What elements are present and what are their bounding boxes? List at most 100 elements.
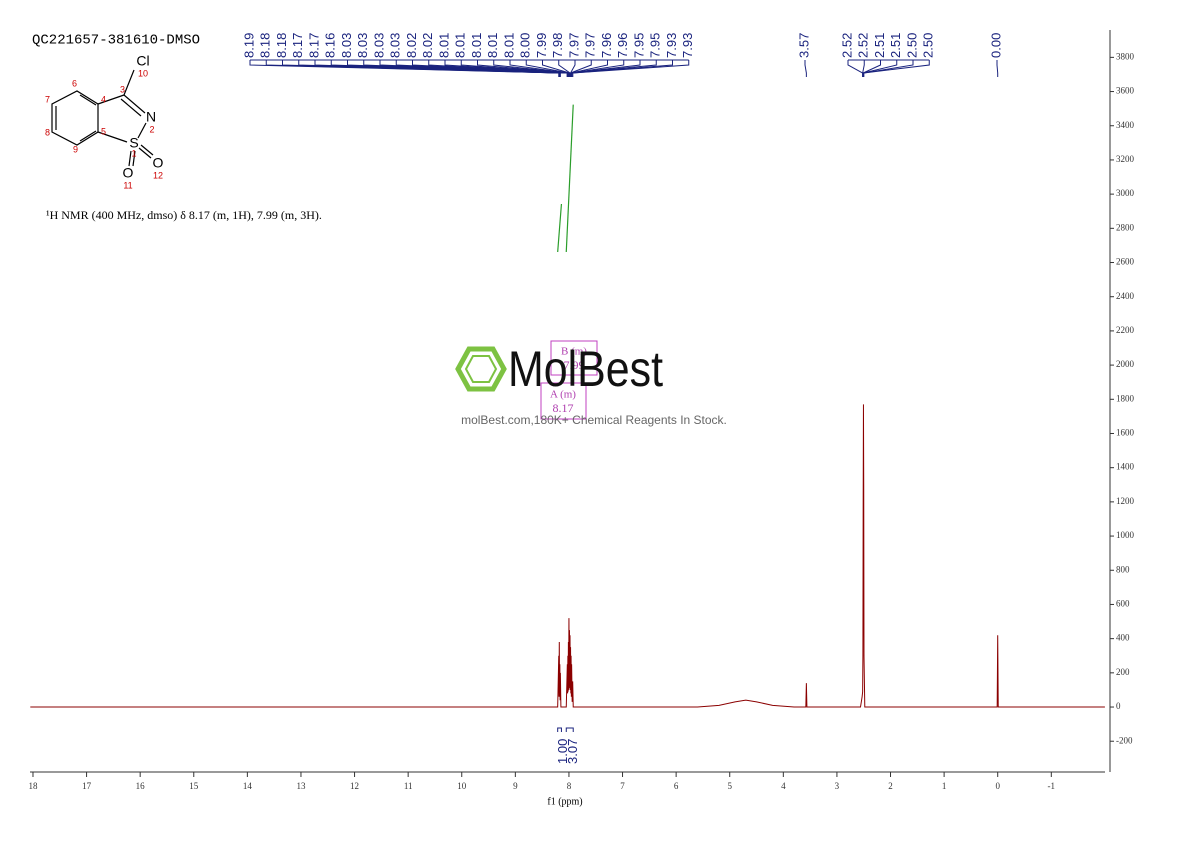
x-tick-label: 17 <box>82 781 92 791</box>
peak-label: 0.00 <box>988 33 1003 58</box>
peak-label: 7.93 <box>664 33 679 58</box>
peak-label: 8.02 <box>420 33 435 58</box>
bond <box>132 150 136 167</box>
peak-label: 7.98 <box>550 33 565 58</box>
x-tick-label: 3 <box>835 781 840 791</box>
integral-label: 3.07 <box>565 739 580 764</box>
atom: Cl <box>136 53 149 69</box>
x-tick-label: 14 <box>243 781 253 791</box>
locant: 10 <box>138 68 148 78</box>
peak-label: 8.01 <box>485 33 500 58</box>
peak-label: 2.51 <box>888 33 903 58</box>
integral-label: 1.00 <box>555 739 570 764</box>
x-tick-label: 2 <box>888 781 893 791</box>
multiplet-shift: 7.99 <box>564 358 585 372</box>
locant: 4 <box>101 94 106 104</box>
x-tick-label: 7 <box>620 781 625 791</box>
y-tick-label: 3000 <box>1116 188 1135 198</box>
bond <box>128 150 132 167</box>
locant: 2 <box>149 124 154 134</box>
peak-connector <box>428 60 569 77</box>
y-tick-label: 3200 <box>1116 154 1135 164</box>
locant: 8 <box>45 127 50 137</box>
peak-label: 8.00 <box>518 33 533 58</box>
peak-label: 7.95 <box>631 33 646 58</box>
y-tick-label: 2200 <box>1116 325 1135 335</box>
peak-label: 8.02 <box>404 33 419 58</box>
atom: O <box>123 165 134 181</box>
peak-label: 8.01 <box>501 33 516 58</box>
peak-label: 2.50 <box>921 33 936 58</box>
bond <box>97 131 128 143</box>
bond <box>79 94 97 106</box>
peak-label: 2.51 <box>872 33 887 58</box>
x-tick-label: -1 <box>1048 781 1056 791</box>
multiplet-name: A (m) <box>550 389 576 401</box>
watermark-logo <box>455 346 507 392</box>
spectrum <box>30 404 1105 708</box>
peak-label: 8.03 <box>388 33 403 58</box>
x-tick-label: 5 <box>727 781 732 791</box>
peak-label: 8.03 <box>371 33 386 58</box>
y-tick-label: 2000 <box>1116 359 1135 369</box>
peak-label: 8.18 <box>258 33 273 58</box>
x-tick-label: 12 <box>350 781 359 791</box>
x-tick-label: 9 <box>513 781 518 791</box>
y-tick-label: 1600 <box>1116 428 1135 438</box>
peak-connector <box>558 60 571 77</box>
bond <box>97 94 125 105</box>
x-tick-label: 13 <box>296 781 306 791</box>
x-tick-label: 1 <box>942 781 947 791</box>
bond <box>79 130 97 142</box>
peak-label: 8.01 <box>469 33 484 58</box>
annotation: ¹H NMR (400 MHz, dmso) δ 8.17 (m, 1H), 7… <box>46 208 322 222</box>
peak-connector <box>509 60 569 77</box>
peak-connector <box>862 60 898 77</box>
peak-label: 7.96 <box>599 33 614 58</box>
bond <box>138 147 152 159</box>
peak-label: 2.52 <box>856 33 871 58</box>
peak-label: 8.16 <box>323 33 338 58</box>
peak-label: 8.19 <box>241 33 256 58</box>
x-tick-label: 8 <box>567 781 572 791</box>
atom: S <box>129 135 138 151</box>
x-tick-label: 15 <box>189 781 199 791</box>
x-tick-label: 18 <box>28 781 38 791</box>
bond <box>123 69 135 96</box>
peak-label: 2.52 <box>839 33 854 58</box>
y-tick-label: 600 <box>1116 599 1130 609</box>
y-tick-label: 400 <box>1116 633 1130 643</box>
y-tick-label: 3800 <box>1116 51 1135 61</box>
peak-label: 7.95 <box>648 33 663 58</box>
peak-connector <box>863 60 930 77</box>
peak-label: 3.57 <box>796 33 811 58</box>
bond <box>140 144 154 156</box>
x-tick-label: 0 <box>995 781 1000 791</box>
watermark-tagline: molBest.com,180K+ Chemical Reagents In S… <box>461 413 727 427</box>
atom: O <box>153 155 164 171</box>
locant: 3 <box>120 84 125 94</box>
bond <box>120 98 142 117</box>
peak-connector <box>570 60 592 77</box>
integral-curve <box>565 104 574 253</box>
y-tick-label: 1200 <box>1116 496 1135 506</box>
multiplet-box <box>540 340 598 420</box>
integral-bracket <box>557 727 562 732</box>
integral-curve <box>557 203 563 253</box>
structure <box>51 69 154 167</box>
peak-connector <box>996 60 999 77</box>
peak-label: 7.97 <box>583 33 598 58</box>
peak-connector <box>571 60 657 77</box>
peak-label: 8.03 <box>339 33 354 58</box>
y-tick-label: 1800 <box>1116 393 1135 403</box>
peak-connector <box>804 60 807 77</box>
peak-label: 8.03 <box>355 33 370 58</box>
peak-label: 7.97 <box>566 33 581 58</box>
peak-label: 7.99 <box>534 33 549 58</box>
peak-label: 8.01 <box>453 33 468 58</box>
watermark-brand: MolBest <box>508 341 663 397</box>
y-tick-label: 3400 <box>1116 120 1135 130</box>
integral-bracket <box>565 727 574 732</box>
peak-connector <box>570 60 625 77</box>
